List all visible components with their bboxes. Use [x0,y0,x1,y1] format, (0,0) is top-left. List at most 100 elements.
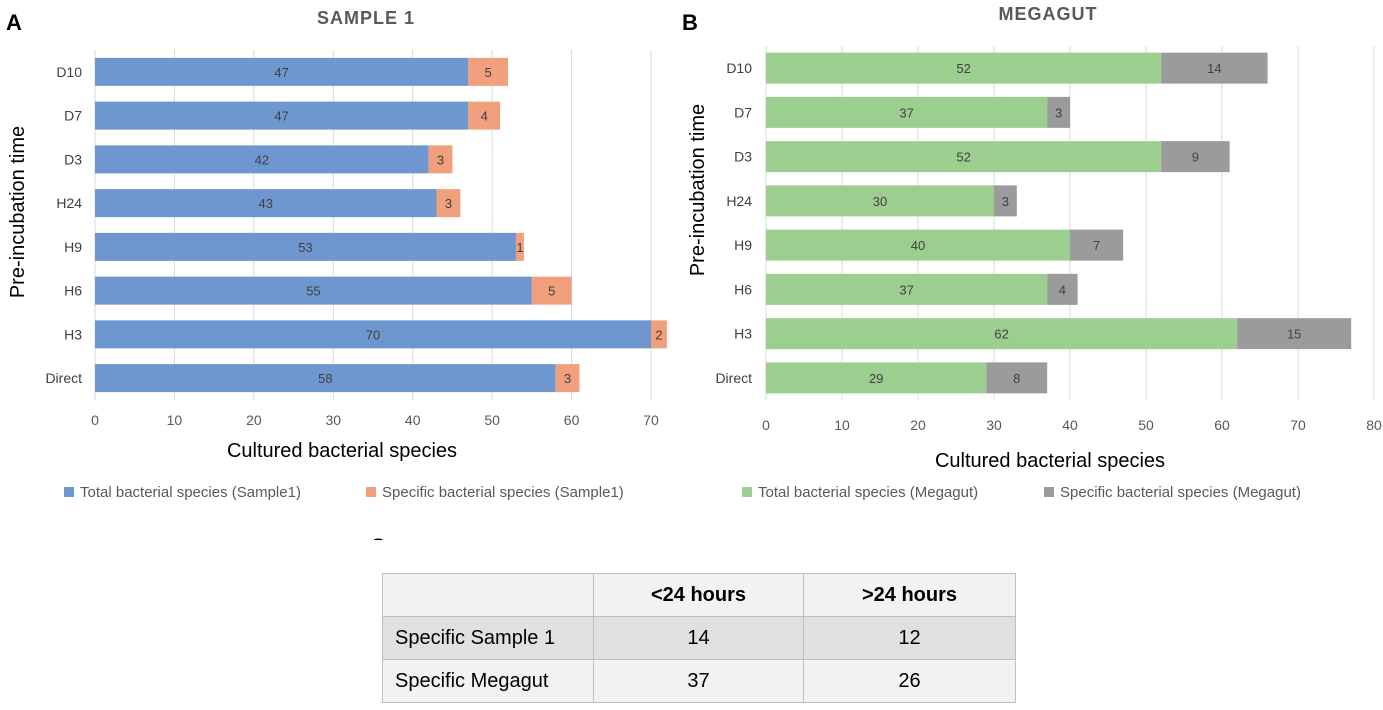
y-category-label: Direct [715,370,752,386]
bar-data-label: 37 [899,282,913,297]
bar-data-label: 30 [873,194,887,209]
bar-specific [468,57,509,86]
bar-specific [1047,96,1070,128]
bar-total [766,141,1162,173]
bar-specific [651,320,667,349]
chart-title: MEGAGUT [999,4,1098,24]
bar-specific [515,232,524,261]
bar-data-label: 42 [255,152,269,167]
bar-specific [428,145,453,174]
x-tick-label: 20 [246,412,262,428]
bar-data-label: 47 [274,109,288,124]
x-tick-label: 0 [762,417,770,433]
bar-total [95,145,429,174]
y-category-label: D3 [734,149,752,165]
y-category-label: H3 [64,326,82,342]
x-tick-label: 70 [643,412,659,428]
x-tick-label: 20 [910,417,926,433]
bar-data-label: 5 [485,65,492,80]
bar-total [766,52,1162,84]
legend-label-total: Total bacterial species (Sample1) [80,484,301,501]
bar-total [95,364,556,393]
bar-total [766,273,1048,305]
bar-data-label: 62 [994,327,1008,342]
bar-data-label: 2 [655,327,662,342]
y-category-label: D10 [56,64,82,80]
y-axis-title: Pre-incubation time [7,126,29,298]
bar-total [95,276,532,305]
bar-specific [1161,141,1230,173]
bar-data-label: 29 [869,371,883,386]
bar-total [766,96,1048,128]
tick-labels: 0 10 20 30 40 50 60 70 [91,412,659,428]
bar-total [766,185,994,217]
bar-data-label: 8 [1013,371,1020,386]
y-category-label: Direct [45,370,82,386]
bar-total [766,318,1238,350]
bar-data-label: 43 [259,196,273,211]
bar-specific [468,101,501,130]
x-tick-label: 0 [91,412,99,428]
bar-specific [1161,52,1268,84]
x-tick-label: 50 [1138,417,1154,433]
y-category-label: H6 [734,281,752,297]
bar-data-label: 47 [274,65,288,80]
bar-data-label: 53 [298,240,312,255]
bar-total [766,229,1070,261]
x-tick-label: 50 [484,412,500,428]
y-category-label: D7 [734,104,752,120]
y-category-label: D10 [726,60,752,76]
legend-swatch-specific [366,487,376,497]
summary-table: <24 hours >24 hours Specific Sample 1 14… [382,573,1016,703]
bar-data-label: 37 [899,105,913,120]
y-category-label: H24 [726,193,752,209]
bar-data-label: 52 [956,150,970,165]
chart-sample1: A SAMPLE 1 Pre-incubation time Cultured … [6,8,667,501]
x-tick-label: 70 [1290,417,1306,433]
panel-letter-a: A [6,10,22,35]
bar-total [95,101,469,130]
y-category-label: H9 [64,239,82,255]
bar-specific [555,364,580,393]
table-row: Specific Megagut 37 26 [382,659,1016,703]
bar-total [766,362,987,394]
legend: Total bacterial species (Megagut) Specif… [742,484,1301,501]
bar-specific [1070,229,1124,261]
bar-specific [436,189,461,218]
bar-data-label: 3 [1002,194,1009,209]
x-tick-label: 10 [834,417,850,433]
bar-data-label: 3 [564,371,571,386]
bar-specific [994,185,1017,217]
bar-data-label: 15 [1287,327,1301,342]
charts-canvas: A SAMPLE 1 Pre-incubation time Cultured … [6,4,1382,540]
x-tick-label: 30 [986,417,1002,433]
bar-data-label: 70 [366,327,380,342]
bar-specific [986,362,1048,394]
table-cell: 12 [803,616,1016,660]
bar-total [95,189,437,218]
bar-total [95,320,651,349]
y-category-label: H9 [734,237,752,253]
bar-data-label: 4 [481,109,488,124]
category-labels: D10 D7 D3 H24 H9 H6 H3 Direct [45,64,82,386]
bar-specific [1047,273,1078,305]
x-axis-title: Cultured bacterial species [227,440,457,462]
legend-label-specific: Specific bacterial species (Megagut) [1060,484,1301,501]
y-category-label: D7 [64,108,82,124]
y-category-label: H3 [734,326,752,342]
x-tick-label: 40 [1062,417,1078,433]
y-category-label: H6 [64,283,82,299]
table-row: Specific Sample 1 14 12 [382,616,1016,660]
bar-total [95,57,469,86]
x-tick-label: 80 [1366,417,1382,433]
x-tick-label: 60 [1214,417,1230,433]
y-category-label: D3 [64,151,82,167]
panel-letter-b: B [682,10,698,35]
bar-total [95,232,516,261]
bar-data-label: 5 [548,284,555,299]
legend-label-specific: Specific bacterial species (Sample1) [382,484,624,501]
bar-data-label: 52 [956,61,970,76]
bar-specific [531,276,572,305]
chart-megagut: B MEGAGUT Pre-incubation time Cultured b… [682,4,1382,501]
y-category-label: H24 [56,195,82,211]
